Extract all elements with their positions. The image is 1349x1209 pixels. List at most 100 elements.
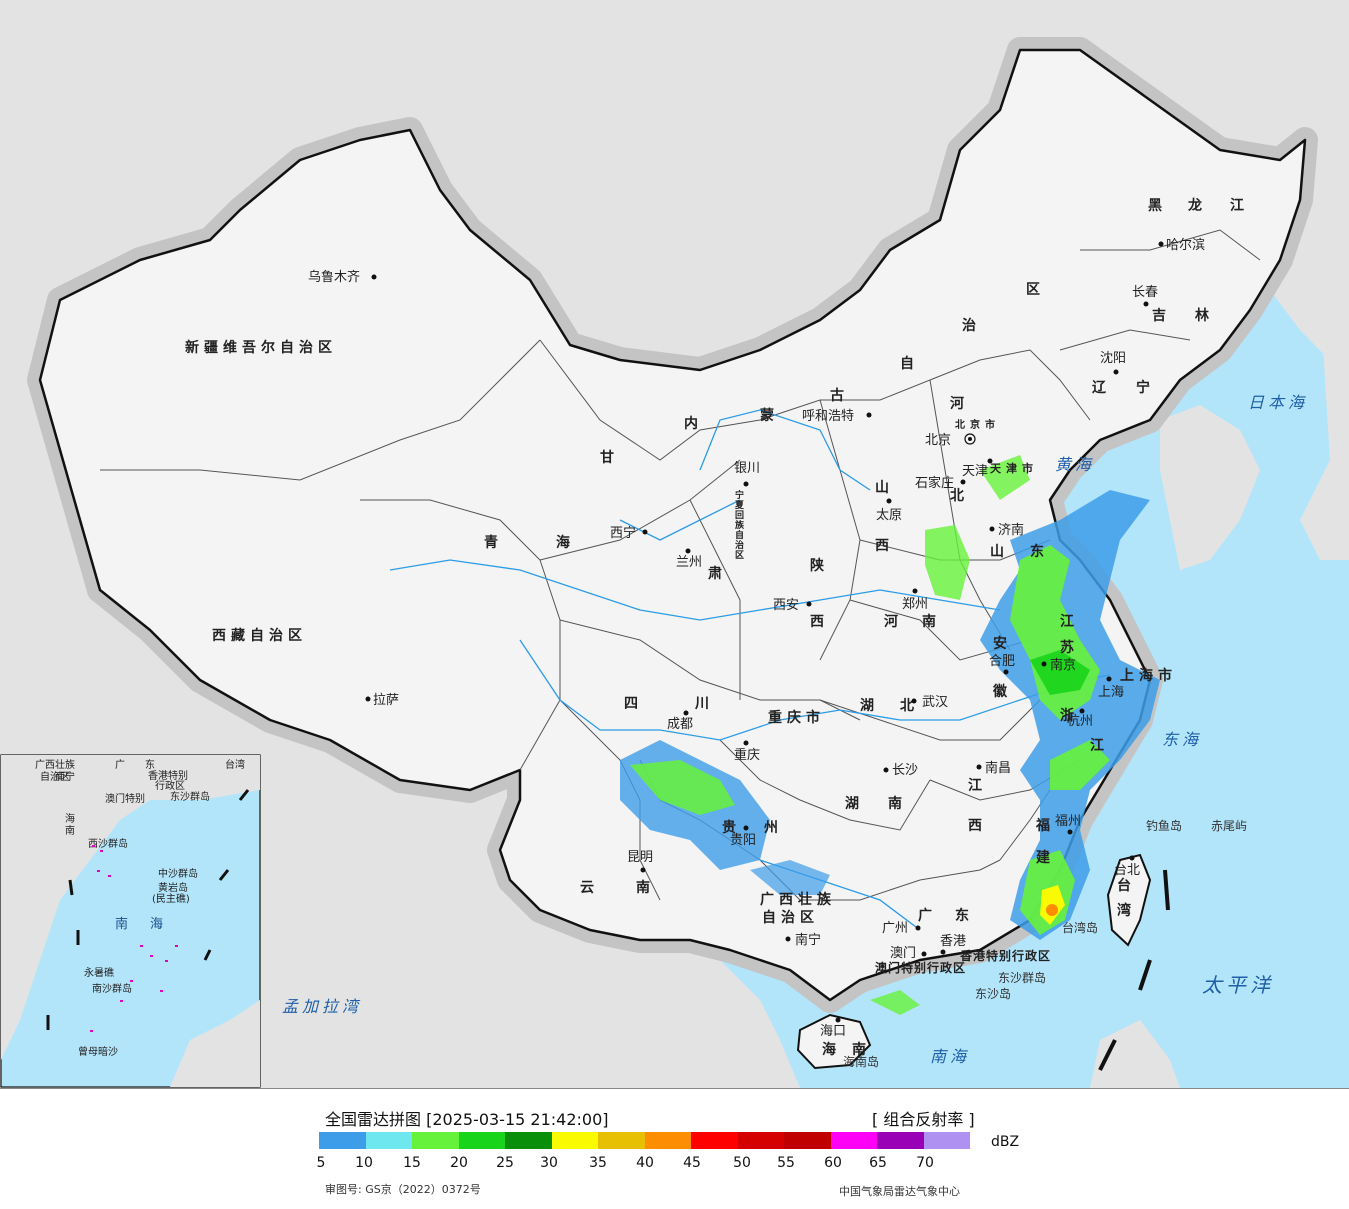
island-diaoyu: 钓鱼岛 <box>1146 818 1182 833</box>
label-ning: 宁 <box>1136 379 1155 396</box>
city-hangzhou: 杭州 <box>1067 714 1093 729</box>
sea-japan: 日本海 <box>1248 393 1308 412</box>
sea-east: 东海 <box>1162 730 1202 749</box>
sea-pacific: 太平洋 <box>1202 973 1274 997</box>
label-beijing-shi: 北京市 <box>955 418 1000 431</box>
city-chongqing: 重庆 <box>734 747 760 763</box>
legend-approval-number: 审图号: GS京（2022）0372号 <box>325 1183 481 1196</box>
radar-echo-fujian-peak <box>1046 904 1058 916</box>
label-chongqing: 重庆市 <box>768 709 825 726</box>
legend-tick-label: 60 <box>824 1155 842 1171</box>
city-tianjin: 天津 <box>962 464 988 479</box>
radar-echoes <box>620 455 1160 1015</box>
legend-tick-label: 55 <box>777 1155 795 1171</box>
legend-tick-label: 35 <box>589 1155 607 1171</box>
label-hongkong-sar: 香港特别行政区 <box>959 948 1051 963</box>
inset-label-macao: 澳门特别 <box>105 792 145 805</box>
taiwan-island <box>1106 853 1152 947</box>
label-yun: 云 <box>580 880 599 896</box>
legend-credit: 中国气象局雷达气象中心 <box>839 1185 960 1198</box>
legend-tick-label: 70 <box>916 1155 934 1171</box>
legend-color-cell <box>784 1132 831 1149</box>
label-he-hebei: 河 <box>950 395 969 412</box>
legend-color-cell <box>644 1132 691 1149</box>
legend-color-cell <box>505 1132 552 1149</box>
city-shanghai: 上海 <box>1098 685 1124 700</box>
label-chuan: 川 <box>694 696 714 712</box>
city-taiyuan: 太原 <box>876 508 902 523</box>
label-xizang: 西藏自治区 <box>212 627 307 644</box>
inset-label-minzhu: (民主礁) <box>152 892 190 905</box>
sea-bengal: 孟加拉湾 <box>282 997 362 1016</box>
label-jiang-jiangsu: 江 <box>1060 613 1079 630</box>
label-shanghai: 上海市 <box>1120 667 1177 684</box>
label-he-henan: 河 <box>884 613 903 630</box>
philippines-land <box>1090 1020 1180 1088</box>
label-jiang-zhejiang: 江 <box>1090 737 1109 754</box>
label-tianjin: 天津市 <box>990 461 1038 475</box>
city-nanjing: 南京 <box>1050 657 1076 673</box>
label-qu: 区 <box>1026 282 1045 298</box>
inset-label-guangdong-2: 东 <box>145 758 155 771</box>
label-si: 四 <box>624 696 643 712</box>
legend-color-cell <box>691 1132 738 1149</box>
label-jian: 建 <box>1036 849 1055 866</box>
city-harbin: 哈尔滨 <box>1166 237 1205 253</box>
legend-ticks: 5 10 15 20 25 30 35 40 45 50 55 60 65 70 <box>0 1155 1349 1173</box>
city-jinan: 济南 <box>998 522 1024 538</box>
legend-product: [ 组合反射率 ] <box>872 1110 975 1129</box>
inset-label-guangxi-1: 广西壮族 <box>35 758 75 771</box>
inset-label-huangyan: 黄岩岛 <box>158 881 188 894</box>
inset-label-dongsha: 东沙群岛 <box>170 790 210 803</box>
island-dongsha-group: 东沙群岛 <box>998 970 1046 985</box>
label-nan-hainan: 南 <box>852 1041 871 1058</box>
legend-tick-label: 5 <box>316 1155 326 1171</box>
city-hongkong: 香港 <box>940 934 966 949</box>
inset-label-hongkong: 香港特别 <box>148 770 188 782</box>
label-zhe: 浙 <box>1060 707 1079 724</box>
label-gan: 甘 <box>600 449 619 466</box>
legend-color-cell <box>551 1132 598 1149</box>
city-guiyang: 贵阳 <box>730 833 756 848</box>
label-ningxia: 宁夏回族自治区 <box>733 489 745 560</box>
label-nan-hunan: 南 <box>888 795 907 812</box>
label-an: 安 <box>993 635 1012 652</box>
island-dongsha: 东沙岛 <box>975 986 1011 1001</box>
legend-color-cell <box>458 1132 505 1149</box>
city-haikou: 海口 <box>820 1024 846 1039</box>
city-xian: 西安 <box>773 598 799 613</box>
south-china-sea-inset: 广西壮族 自治区 广 东 台湾 南宁 香港特别 澳门特别 行政区 东沙群岛 海 … <box>0 754 261 1088</box>
label-jiang-jiangxi: 江 <box>968 777 987 794</box>
label-gu: 古 <box>830 387 849 404</box>
inset-label-hainan-1: 海 <box>65 812 75 825</box>
label-guangxi-2: 自治区 <box>762 909 819 926</box>
label-bei-hebei: 北 <box>950 488 969 504</box>
label-hai: 海 <box>556 534 575 551</box>
legend-color-cell <box>877 1132 924 1149</box>
label-guangxi-1: 广西壮族 <box>760 891 836 908</box>
legend-tick-label: 65 <box>869 1155 887 1171</box>
city-nanning: 南宁 <box>795 932 821 948</box>
label-xi-shanxi: 西 <box>875 538 894 554</box>
label-ji-jilin: 吉 <box>1152 307 1171 324</box>
label-qing: 青 <box>484 534 503 551</box>
city-yinchuan: 银川 <box>734 461 760 476</box>
sea-yellow: 黄海 <box>1055 455 1095 474</box>
inset-label-taiwan: 台湾 <box>225 758 245 771</box>
label-hu-hubei: 湖 <box>860 698 879 714</box>
city-taipei: 台北 <box>1114 863 1140 878</box>
label-hui: 徽 <box>992 683 1012 700</box>
island-taiwan: 台湾岛 <box>1062 920 1098 935</box>
legend-color-cell <box>830 1132 877 1149</box>
city-zhengzhou: 郑州 <box>902 597 928 612</box>
label-fu: 福 <box>1035 817 1055 834</box>
legend-unit: dBZ <box>991 1134 1020 1150</box>
legend-tick-label: 20 <box>450 1155 468 1171</box>
hainan-island <box>796 1013 872 1070</box>
label-long: 龙 <box>1187 197 1207 214</box>
city-fuzhou: 福州 <box>1055 814 1081 829</box>
indochina-land <box>420 930 800 1088</box>
city-chengdu: 成都 <box>667 717 693 732</box>
label-meng: 蒙 <box>760 407 779 424</box>
legend-color-cell <box>319 1132 366 1149</box>
